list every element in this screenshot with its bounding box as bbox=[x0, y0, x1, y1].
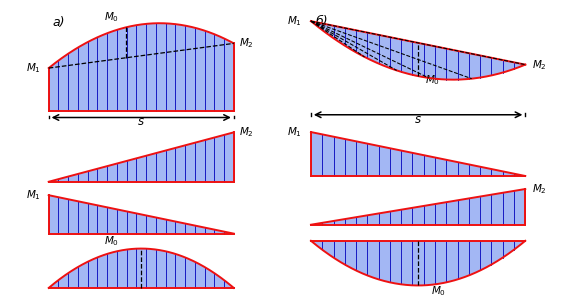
PathPatch shape bbox=[311, 21, 525, 80]
PathPatch shape bbox=[49, 23, 234, 111]
Text: $M_2$: $M_2$ bbox=[532, 58, 546, 72]
Text: $s$: $s$ bbox=[414, 113, 422, 126]
Text: $M_1$: $M_1$ bbox=[288, 125, 302, 139]
PathPatch shape bbox=[311, 189, 525, 225]
Text: $M_0$: $M_0$ bbox=[431, 284, 446, 298]
Text: $M_2$: $M_2$ bbox=[240, 37, 254, 50]
Text: $M_1$: $M_1$ bbox=[27, 188, 41, 202]
PathPatch shape bbox=[49, 132, 234, 182]
PathPatch shape bbox=[311, 241, 525, 285]
Text: $M_0$: $M_0$ bbox=[104, 234, 119, 248]
Text: б): б) bbox=[315, 15, 328, 28]
PathPatch shape bbox=[311, 132, 525, 176]
Text: $M_1$: $M_1$ bbox=[27, 61, 41, 75]
Text: $M_2$: $M_2$ bbox=[240, 125, 254, 139]
PathPatch shape bbox=[49, 195, 234, 234]
Text: $M_1$: $M_1$ bbox=[288, 14, 302, 28]
Text: $s$: $s$ bbox=[137, 115, 145, 128]
Text: $M_0$: $M_0$ bbox=[104, 10, 119, 24]
Text: $M_0$: $M_0$ bbox=[424, 74, 440, 88]
PathPatch shape bbox=[49, 249, 234, 288]
Text: а): а) bbox=[53, 16, 65, 29]
Text: $M_2$: $M_2$ bbox=[532, 182, 546, 196]
